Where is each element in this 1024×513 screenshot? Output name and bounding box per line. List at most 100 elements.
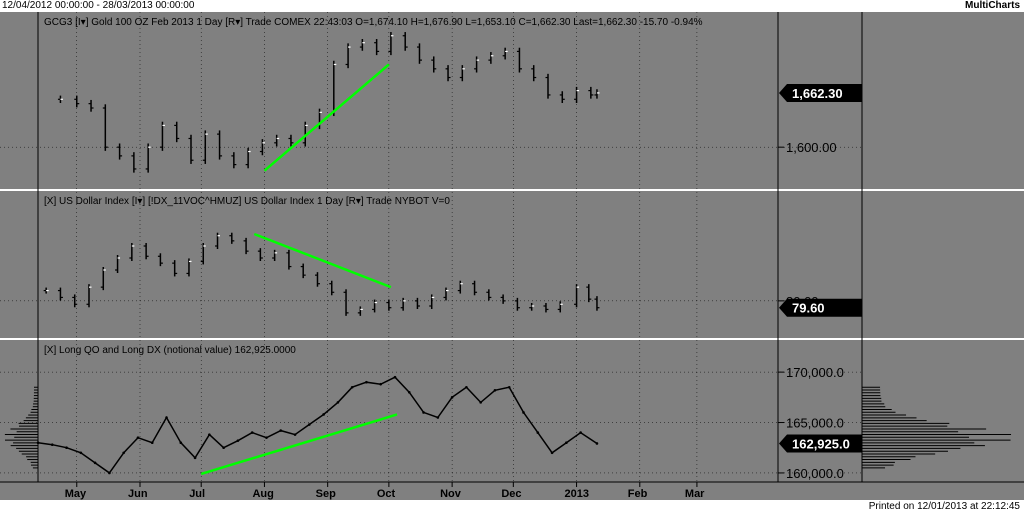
time-tick-label: Nov [440, 488, 462, 500]
price-bar [57, 287, 63, 301]
price-bar [388, 32, 394, 56]
notional-value-point [165, 416, 168, 419]
last-price-marker: 79.60 [779, 298, 862, 317]
price-bar [486, 289, 492, 301]
notional-value-point [507, 385, 511, 389]
price-bar [245, 147, 251, 169]
price-bar [274, 134, 280, 147]
notional-value-point [193, 456, 197, 460]
price-bar [43, 287, 49, 294]
time-tick-label: Dec [501, 488, 521, 500]
price-bar [429, 294, 435, 309]
price-bar [300, 263, 306, 279]
price-bar [472, 280, 478, 296]
price-bar [416, 43, 422, 64]
chart-background [0, 12, 1024, 500]
price-bar [186, 258, 192, 277]
notional-value-point [136, 436, 140, 439]
price-bar [343, 289, 349, 316]
notional-value-point [293, 433, 297, 436]
price-bar [443, 287, 449, 301]
gold-panel-title: GCG3 [I▾] Gold 100 OZ Feb 2013 1 Day [R▾… [44, 17, 703, 28]
last-price-label: 1,662.30 [792, 86, 843, 101]
notional-value-point [465, 385, 468, 389]
notional-value-point [393, 375, 397, 379]
last-price-label: 79.60 [792, 301, 825, 316]
price-bar [88, 99, 94, 112]
price-bar [131, 152, 137, 173]
price-tick-label: 165,000.0 [786, 416, 844, 431]
notional-panel-title: [X] Long QO and Long DX (notional value)… [44, 345, 296, 356]
price-bar [516, 47, 522, 73]
notional-value-point [479, 401, 482, 404]
notional-value-point [407, 390, 411, 394]
price-bar [72, 294, 78, 308]
price-bar [302, 121, 308, 147]
price-bar [215, 232, 221, 249]
price-bar [502, 47, 508, 60]
price-bar [272, 249, 278, 261]
price-bar [217, 130, 223, 160]
gold-panel[interactable]: GCG3 [I▾] Gold 100 OZ Feb 2013 1 Day [R▾… [0, 17, 862, 173]
price-bar [102, 104, 108, 151]
notional-value-point [308, 423, 311, 426]
price-bar [145, 143, 151, 173]
notional-value-point [536, 431, 540, 434]
notional-value-point [79, 451, 83, 455]
price-bar [514, 297, 520, 311]
price-bar [143, 243, 149, 260]
price-bar [329, 280, 335, 296]
price-bar [386, 299, 392, 311]
price-bar [314, 272, 320, 287]
trendline[interactable] [200, 413, 398, 476]
notional-value-point [250, 431, 254, 434]
time-axis[interactable]: May Jun Jul Aug Sep Oct Nov Dec 2013 Feb Mar [65, 482, 705, 500]
notional-value-point [208, 433, 211, 436]
price-bar [474, 56, 480, 73]
notional-value-point [122, 451, 125, 455]
price-bar [500, 294, 506, 304]
price-bar [543, 303, 549, 313]
usd-panel[interactable]: [X] US Dollar Index [I▾] [!DX_11VOC^HMUZ… [0, 196, 862, 317]
price-bar [445, 65, 451, 82]
usd-panel-title: [X] US Dollar Index [I▾] [!DX_11VOC^HMUZ… [44, 196, 450, 207]
price-tick-label: 1,600.00 [786, 140, 837, 155]
printed-timestamp: Printed on 12/01/2013 at 22:12:45 [868, 501, 1020, 512]
price-bar [559, 91, 565, 103]
notional-value-point [322, 413, 325, 416]
time-tick-label: Jul [189, 488, 205, 500]
price-bar [586, 284, 592, 303]
price-bar [588, 86, 594, 99]
notional-value-point [93, 461, 97, 465]
volume-profile [4, 386, 1012, 469]
price-bar [74, 95, 80, 108]
price-bar [345, 43, 351, 69]
notional-panel[interactable]: [X] Long QO and Long DX (notional value)… [0, 345, 1012, 481]
app-brand: MultiCharts [965, 0, 1020, 11]
chart-area[interactable]: GCG3 [I▾] Gold 100 OZ Feb 2013 1 Day [R▾… [0, 12, 1024, 500]
notional-value-point [579, 431, 582, 434]
price-bar [257, 248, 263, 261]
notional-value-point [179, 441, 183, 444]
last-price-marker: 1,662.30 [779, 83, 862, 102]
notional-value-point [236, 439, 240, 442]
price-bar [400, 297, 406, 311]
date-range: 12/04/2012 00:00:00 - 28/03/2013 00:00:0… [2, 0, 195, 11]
notional-value-point [65, 446, 68, 450]
price-bar [488, 52, 494, 64]
price-bar [574, 86, 580, 103]
price-bar [574, 284, 580, 308]
notional-value-point [222, 446, 225, 450]
notional-value-point [450, 396, 454, 399]
notional-value-point [365, 380, 368, 384]
notional-value-point [550, 451, 554, 455]
trendline[interactable] [253, 232, 392, 289]
price-bar [359, 39, 365, 51]
price-bar [86, 284, 92, 308]
price-bar [117, 143, 123, 160]
notional-value-point [493, 388, 497, 392]
price-bar [172, 260, 178, 277]
time-tick-label: Jun [128, 488, 148, 500]
price-bar [259, 139, 265, 156]
trendline[interactable] [263, 63, 390, 172]
